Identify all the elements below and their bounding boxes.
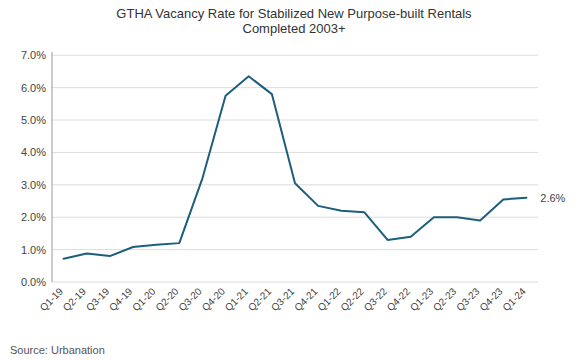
plot-area <box>64 76 527 258</box>
x-tick-label: Q1-23 <box>408 285 436 313</box>
title: GTHA Vacancy Rate for Stabilized New Pur… <box>116 6 472 21</box>
x-tick-label: Q2-21 <box>246 285 274 313</box>
grid-line <box>52 120 538 121</box>
grid-line <box>52 87 538 88</box>
grid-line <box>52 282 538 283</box>
title: Completed 2003+ <box>243 21 346 36</box>
y-tick-label: 3.0% <box>21 179 46 191</box>
x-tick-label: Q4-19 <box>107 285 135 313</box>
y-tick-label: 4.0% <box>21 146 46 158</box>
x-axis: Q1-19Q2-19Q3-19Q4-19Q1-20Q2-20Q3-20Q4-20… <box>38 285 529 313</box>
x-tick-label: Q4-22 <box>385 285 413 313</box>
x-tick-label: Q4-23 <box>477 285 505 313</box>
x-tick-label: Q2-19 <box>61 285 89 313</box>
y-tick-label: 7.0% <box>21 49 46 61</box>
x-tick-label: Q4-20 <box>200 285 228 313</box>
annotation: 2.6% <box>540 192 565 204</box>
line <box>64 76 527 258</box>
y-tick-label: 1.0% <box>21 244 46 256</box>
grid-line <box>52 152 538 153</box>
y-tick-label: 5.0% <box>21 114 46 126</box>
x-tick-label: Q3-22 <box>362 285 390 313</box>
x-tick-label: Q2-22 <box>338 285 366 313</box>
y-tick-label: 2.0% <box>21 211 46 223</box>
x-tick-label: Q3-20 <box>176 285 204 313</box>
source: Source: Urbanation <box>10 344 105 356</box>
x-tick-label: Q1-24 <box>500 285 528 313</box>
y-tick-label: 0.0% <box>21 276 46 288</box>
x-tick-label: Q2-23 <box>431 285 459 313</box>
x-tick-label: Q3-21 <box>269 285 297 313</box>
x-tick-label: Q3-23 <box>454 285 482 313</box>
x-tick-label: Q1-22 <box>315 285 343 313</box>
x-tick-label: Q1-20 <box>130 285 158 313</box>
y-tick-label: 6.0% <box>21 82 46 94</box>
grid-line <box>52 55 538 56</box>
chart: GTHA Vacancy Rate for Stabilized New Pur… <box>0 0 588 360</box>
x-tick-label: Q3-19 <box>84 285 112 313</box>
x-tick-label: Q2-20 <box>153 285 181 313</box>
y-axis-line <box>52 52 53 282</box>
y-axis: 0.0% 1.0% 2.0% 3.0% 4.0% 5.0% 6.0% 7.0% <box>21 49 538 288</box>
x-tick-label: Q1-21 <box>223 285 251 313</box>
x-tick-label: Q1-19 <box>38 285 66 313</box>
x-tick-label: Q4-21 <box>292 285 320 313</box>
